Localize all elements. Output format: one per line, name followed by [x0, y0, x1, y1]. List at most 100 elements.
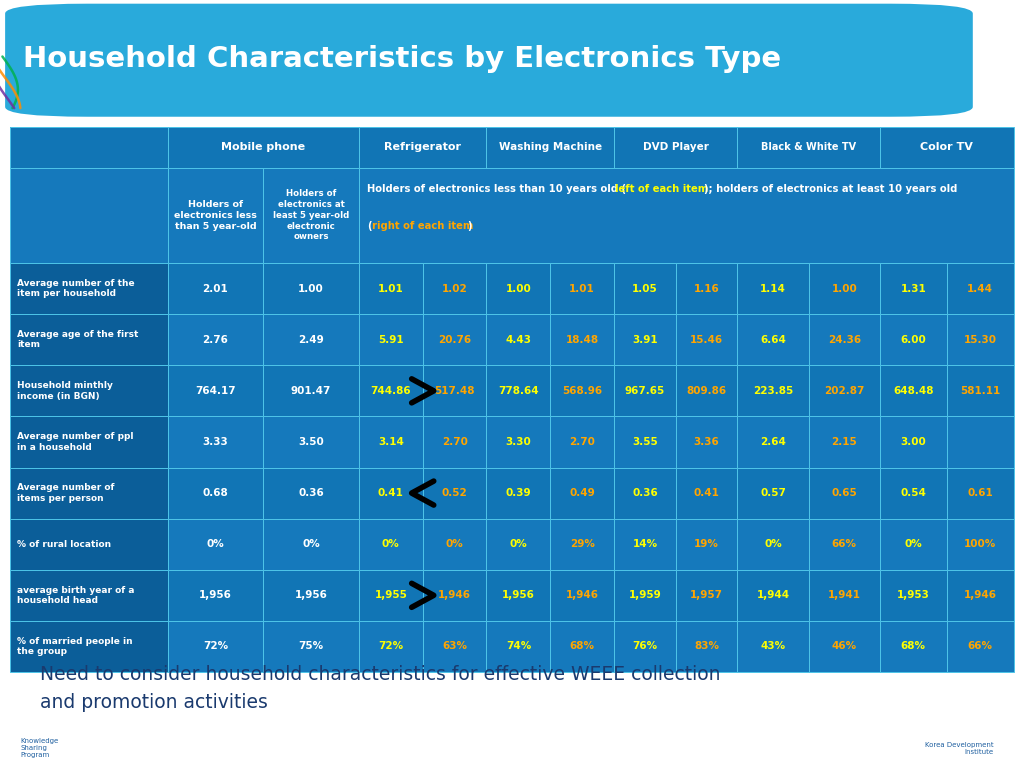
Bar: [676, 468, 737, 518]
Text: 581.11: 581.11: [961, 386, 1000, 396]
Bar: [947, 621, 1014, 672]
Bar: [676, 263, 737, 314]
Bar: [423, 263, 486, 314]
Bar: [947, 314, 1014, 366]
Bar: [809, 314, 880, 366]
Text: Color TV: Color TV: [921, 142, 973, 152]
Text: 2.76: 2.76: [203, 335, 228, 345]
Bar: [10, 366, 168, 416]
Text: 0.68: 0.68: [203, 488, 228, 498]
Text: 2.64: 2.64: [760, 437, 785, 447]
Bar: [737, 468, 809, 518]
Bar: [263, 621, 359, 672]
Bar: [737, 314, 809, 366]
Bar: [737, 518, 809, 570]
Text: 0%: 0%: [445, 539, 464, 549]
Text: 764.17: 764.17: [196, 386, 236, 396]
Text: ); holders of electronics at least 10 years old: ); holders of electronics at least 10 ye…: [705, 184, 957, 194]
Bar: [423, 366, 486, 416]
Text: 778.64: 778.64: [498, 386, 539, 396]
Bar: [263, 468, 359, 518]
Bar: [263, 570, 359, 621]
Text: 3.50: 3.50: [298, 437, 324, 447]
Bar: [168, 167, 263, 263]
Bar: [809, 518, 880, 570]
Bar: [614, 127, 737, 167]
Text: 3.14: 3.14: [378, 437, 403, 447]
Text: 0%: 0%: [302, 539, 319, 549]
Text: 1.01: 1.01: [378, 283, 403, 293]
Text: 75%: 75%: [299, 641, 324, 651]
Bar: [614, 314, 676, 366]
Text: 648.48: 648.48: [893, 386, 934, 396]
Text: 0%: 0%: [382, 539, 399, 549]
Text: 72%: 72%: [203, 641, 228, 651]
Bar: [737, 570, 809, 621]
Text: 14%: 14%: [632, 539, 657, 549]
Bar: [359, 263, 423, 314]
Bar: [263, 263, 359, 314]
Bar: [486, 416, 550, 468]
Text: % of married people in
the group: % of married people in the group: [17, 637, 133, 656]
Bar: [486, 570, 550, 621]
Text: 3.36: 3.36: [693, 437, 720, 447]
Bar: [168, 366, 263, 416]
Bar: [614, 570, 676, 621]
Bar: [737, 416, 809, 468]
Text: 1,956: 1,956: [199, 591, 231, 601]
Text: 72%: 72%: [378, 641, 403, 651]
Bar: [263, 416, 359, 468]
Bar: [550, 314, 614, 366]
Text: 0.52: 0.52: [441, 488, 468, 498]
Text: 2.15: 2.15: [831, 437, 857, 447]
Bar: [614, 468, 676, 518]
Text: DVD Player: DVD Player: [643, 142, 709, 152]
Bar: [423, 416, 486, 468]
Bar: [486, 366, 550, 416]
Text: 1,944: 1,944: [757, 591, 790, 601]
Text: 3.91: 3.91: [632, 335, 657, 345]
Text: 76%: 76%: [632, 641, 657, 651]
Bar: [947, 416, 1014, 468]
Text: 6.00: 6.00: [900, 335, 926, 345]
Text: 24.36: 24.36: [827, 335, 861, 345]
Text: 83%: 83%: [694, 641, 719, 651]
Bar: [359, 468, 423, 518]
Bar: [809, 621, 880, 672]
Text: 15.46: 15.46: [690, 335, 723, 345]
Bar: [880, 518, 947, 570]
Bar: [947, 366, 1014, 416]
Bar: [10, 570, 168, 621]
Text: 1.16: 1.16: [693, 283, 720, 293]
Text: 744.86: 744.86: [371, 386, 411, 396]
Bar: [676, 366, 737, 416]
Bar: [550, 416, 614, 468]
Text: 3.30: 3.30: [506, 437, 531, 447]
Bar: [423, 314, 486, 366]
Text: 0.57: 0.57: [760, 488, 785, 498]
Text: 1,955: 1,955: [375, 591, 408, 601]
Text: 1.01: 1.01: [569, 283, 595, 293]
Text: 517.48: 517.48: [434, 386, 475, 396]
Bar: [359, 314, 423, 366]
Text: 0%: 0%: [764, 539, 782, 549]
Text: Average number of
items per person: Average number of items per person: [17, 483, 115, 503]
Text: left of each item: left of each item: [614, 184, 708, 194]
Bar: [550, 570, 614, 621]
Text: Mobile phone: Mobile phone: [221, 142, 305, 152]
Text: 1.14: 1.14: [760, 283, 785, 293]
Bar: [423, 518, 486, 570]
Text: 2.70: 2.70: [441, 437, 468, 447]
Bar: [168, 570, 263, 621]
Text: Household minthly
income (in BGN): Household minthly income (in BGN): [17, 381, 113, 401]
Text: 1.02: 1.02: [441, 283, 468, 293]
Bar: [423, 570, 486, 621]
Bar: [359, 621, 423, 672]
Bar: [263, 518, 359, 570]
Bar: [737, 366, 809, 416]
Bar: [809, 468, 880, 518]
Text: 1.00: 1.00: [298, 283, 324, 293]
Text: 3.55: 3.55: [632, 437, 657, 447]
Bar: [809, 416, 880, 468]
Text: 1.31: 1.31: [900, 283, 926, 293]
